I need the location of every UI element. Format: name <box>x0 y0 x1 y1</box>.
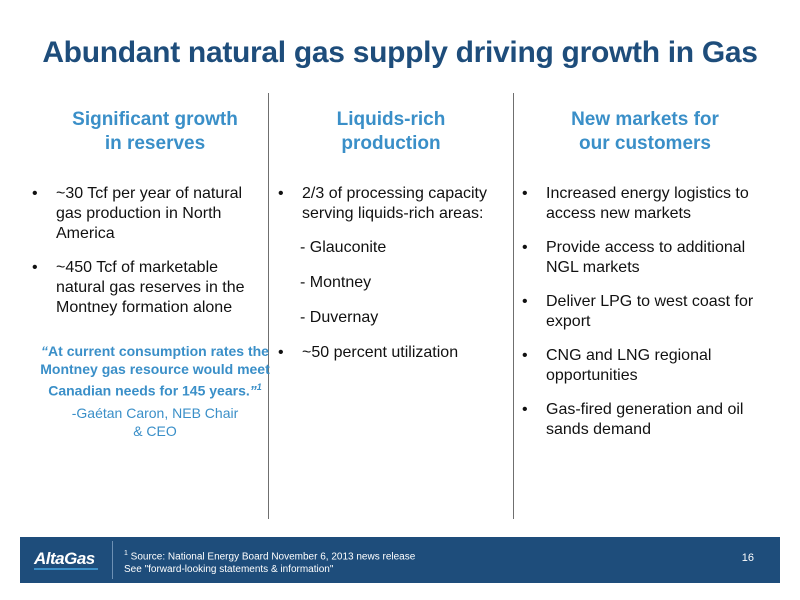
quote-attribution: -Gaétan Caron, NEB Chair & CEO <box>30 404 280 440</box>
logo-swoosh <box>34 568 98 570</box>
bullet-list: ~30 Tcf per year of natural gas producti… <box>30 184 270 318</box>
sub-item-glauconite: - Glauconite <box>300 239 387 256</box>
slide-title: Abundant natural gas supply driving grow… <box>42 36 758 69</box>
altagas-logo: AltaGas <box>34 549 95 568</box>
bullet-item: CNG and LNG regional opportunities <box>520 346 770 386</box>
heading-line-2: production <box>341 133 441 154</box>
bullet-item: ~50 percent utilization <box>276 343 506 363</box>
bullet-item: Gas-fired generation and oil sands deman… <box>520 400 770 440</box>
bullet-list: ~50 percent utilization <box>276 343 506 363</box>
sub-item-montney: - Montney <box>300 274 372 291</box>
heading-line-2: in reserves <box>104 133 206 154</box>
source-line-1: 1 Source: National Energy Board November… <box>124 547 415 563</box>
source-line-2: See "forward-looking statements & inform… <box>124 564 334 576</box>
page-number: 16 <box>741 552 754 564</box>
quote-open-mark: “ <box>41 343 49 359</box>
footer-divider <box>112 541 113 579</box>
heading-line-1: Liquids-rich <box>336 109 446 130</box>
heading-line-1: New markets for <box>571 109 719 130</box>
bullet-item: Deliver LPG to west coast for export <box>520 292 770 332</box>
column-markets: New markets for our customers Increased … <box>520 108 770 454</box>
footnote-mark: 1 <box>124 550 128 557</box>
column-divider-right <box>513 93 514 519</box>
quote-footnote-mark: 1 <box>256 382 262 392</box>
montney-quote: “At current consumption rates the Montne… <box>30 342 280 400</box>
heading-line-2: our customers <box>579 133 711 154</box>
column-heading: New markets for our customers <box>520 108 770 156</box>
bullet-item: ~30 Tcf per year of natural gas producti… <box>30 184 270 244</box>
bullet-item: Increased energy logistics to access new… <box>520 184 770 224</box>
quote-text: At current consumption rates the Montney… <box>40 343 270 399</box>
attribution-line-1: -Gaétan Caron, NEB Chair <box>71 404 239 421</box>
bullet-list: 2/3 of processing capacity serving liqui… <box>276 184 506 224</box>
bullet-item: ~450 Tcf of marketable natural gas reser… <box>30 258 270 318</box>
bullet-list: Increased energy logistics to access new… <box>520 184 770 440</box>
source-text: Source: National Energy Board November 6… <box>127 551 416 563</box>
heading-line-1: Significant growth <box>72 109 238 130</box>
bullet-item: Provide access to additional NGL markets <box>520 238 770 278</box>
column-reserves: Significant growth in reserves ~30 Tcf p… <box>30 108 270 440</box>
quote-close-mark: ” <box>249 382 257 399</box>
column-heading: Significant growth in reserves <box>30 108 280 156</box>
sub-item-duvernay: - Duvernay <box>300 309 379 326</box>
footer-bar: AltaGas 1 Source: National Energy Board … <box>20 537 780 583</box>
attribution-line-2: & CEO <box>133 422 177 439</box>
bullet-item: 2/3 of processing capacity serving liqui… <box>276 184 506 224</box>
column-liquids: Liquids-rich production 2/3 of processin… <box>276 108 506 377</box>
column-heading: Liquids-rich production <box>276 108 506 156</box>
source-note: 1 Source: National Energy Board November… <box>124 547 415 576</box>
